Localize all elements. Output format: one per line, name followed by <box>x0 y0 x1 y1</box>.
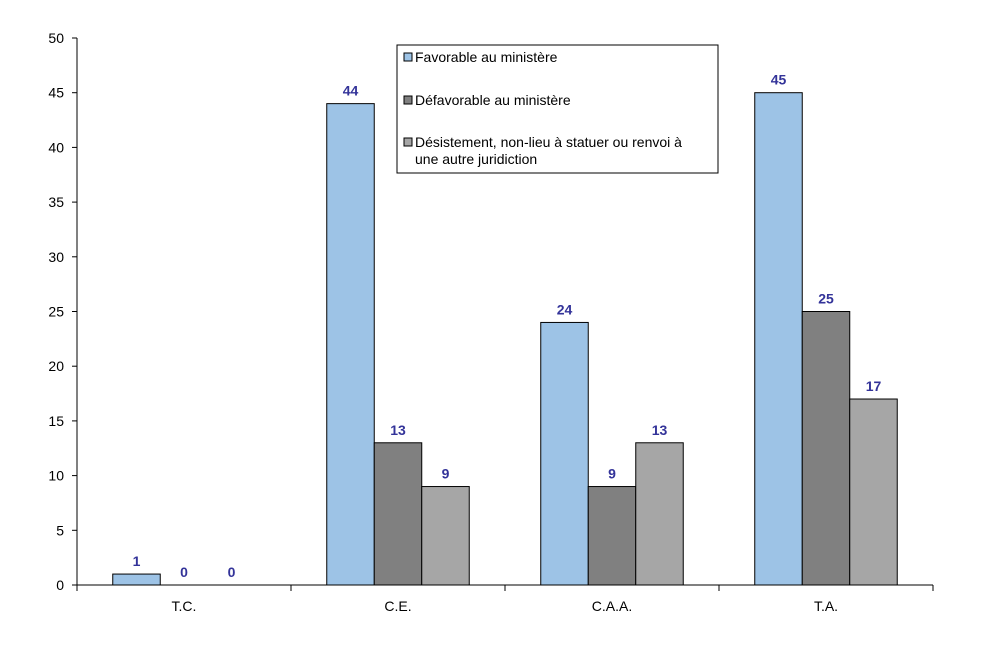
y-tick-label: 40 <box>48 139 64 155</box>
legend-entry-text: Favorable au ministère <box>415 49 558 65</box>
y-tick-label: 25 <box>48 304 64 320</box>
y-tick-label: 0 <box>56 577 64 593</box>
y-tick-label: 50 <box>48 30 64 46</box>
y-tick-label: 35 <box>48 194 64 210</box>
data-label: 45 <box>771 72 787 88</box>
bar <box>849 398 898 586</box>
data-label: 0 <box>180 564 188 580</box>
x-category-label: T.C. <box>172 598 197 614</box>
y-tick-label: 45 <box>48 85 64 101</box>
bar <box>421 486 470 586</box>
data-label: 0 <box>228 564 236 580</box>
bar <box>635 442 684 586</box>
x-category-label: C.E. <box>384 598 411 614</box>
bar <box>373 442 423 586</box>
y-tick-label: 5 <box>56 522 64 538</box>
legend-entry-text: une autre juridiction <box>415 151 537 167</box>
data-label: 9 <box>608 466 616 482</box>
legend-box <box>396 44 719 174</box>
data-label: 13 <box>390 422 406 438</box>
data-label: 1 <box>133 553 141 569</box>
legend-entry-text: Défavorable au ministère <box>415 92 571 108</box>
x-category-label: C.A.A. <box>592 598 632 614</box>
legend: Favorable au ministère Défavorable au min… <box>396 44 719 174</box>
bar <box>540 321 589 586</box>
data-label: 44 <box>343 83 359 99</box>
data-labels: 1 0 0 44 13 9 24 9 13 45 25 17 <box>133 72 882 580</box>
y-tick-label: 10 <box>48 468 64 484</box>
x-axis: T.C. C.E. C.A.A. T.A. <box>76 584 934 614</box>
y-axis: 0 5 10 15 20 25 30 35 40 45 50 <box>48 30 78 593</box>
bar <box>587 486 637 586</box>
data-label: 25 <box>818 291 834 307</box>
data-label: 9 <box>442 466 450 482</box>
data-label: 13 <box>652 422 668 438</box>
data-label: 17 <box>866 378 882 394</box>
legend-entry-text: Désistement, non-lieu à statuer ou renvo… <box>415 134 682 150</box>
bar <box>112 573 161 586</box>
y-tick-label: 15 <box>48 413 64 429</box>
bar <box>801 311 851 586</box>
legend-swatch <box>403 52 413 62</box>
legend-swatch <box>403 95 413 105</box>
legend-swatch <box>403 137 413 147</box>
bars <box>112 92 898 586</box>
data-label: 24 <box>557 301 573 317</box>
y-tick-label: 30 <box>48 249 64 265</box>
bar <box>754 92 803 586</box>
x-category-label: T.A. <box>814 598 838 614</box>
y-tick-label: 20 <box>48 358 64 374</box>
bar <box>326 103 375 586</box>
